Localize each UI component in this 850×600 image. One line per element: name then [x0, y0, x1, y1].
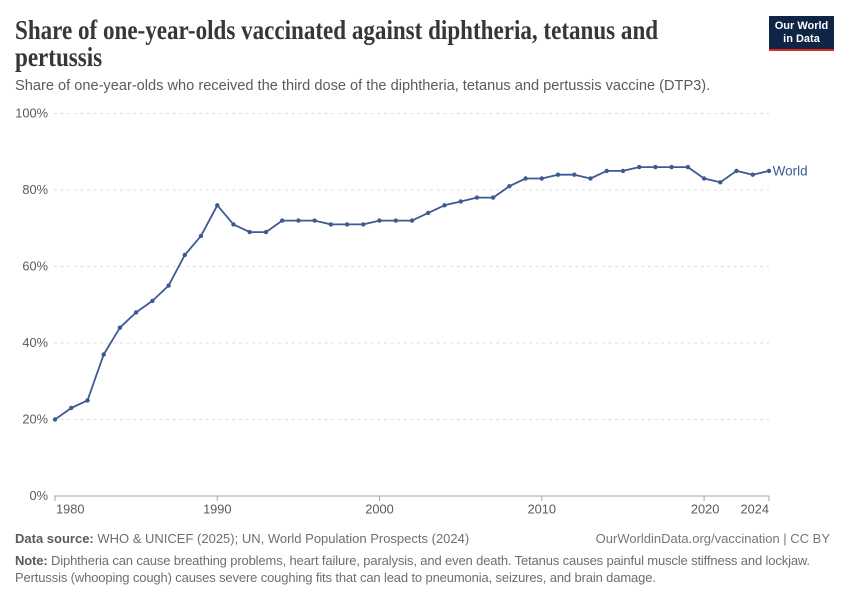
svg-text:1980: 1980 [56, 501, 84, 516]
svg-text:0%: 0% [30, 488, 49, 503]
svg-text:80%: 80% [22, 182, 48, 197]
svg-text:40%: 40% [22, 335, 48, 350]
svg-text:60%: 60% [22, 259, 48, 274]
svg-text:2010: 2010 [528, 501, 556, 516]
svg-text:100%: 100% [15, 106, 48, 121]
svg-text:2020: 2020 [691, 501, 719, 516]
svg-text:2024: 2024 [741, 501, 769, 516]
svg-text:20%: 20% [22, 412, 48, 427]
svg-text:World: World [773, 164, 808, 179]
svg-text:1990: 1990 [203, 501, 231, 516]
svg-text:2000: 2000 [365, 501, 393, 516]
